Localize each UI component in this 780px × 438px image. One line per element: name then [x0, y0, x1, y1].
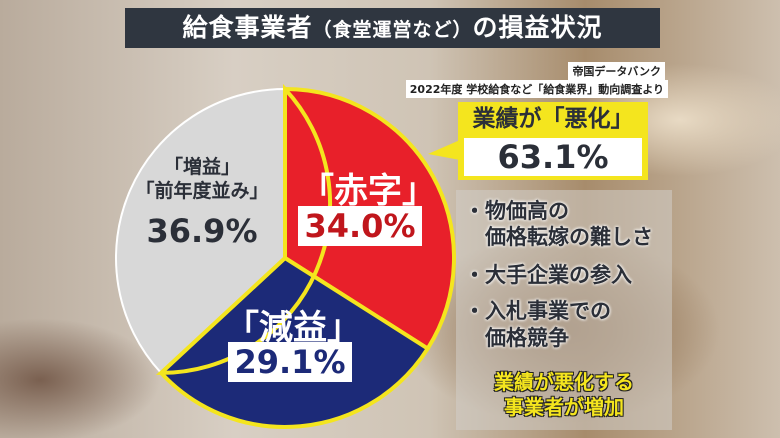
reason-line: ・物価高の: [464, 199, 569, 223]
slice-label-blue: 「減益」: [225, 308, 361, 348]
reason-line: 価格転嫁の難しさ: [464, 225, 653, 249]
reason-line: ・大手企業の参入: [464, 263, 632, 287]
page-title: 給食事業者（食堂運営など）の損益状況: [125, 8, 660, 48]
reason-line: ・入札事業での: [464, 299, 611, 323]
callout-heading: 業績が「悪化」: [472, 106, 634, 132]
source-label: 帝国データバンク: [568, 62, 665, 80]
highlight-outline: [155, 83, 333, 375]
callout-value: 63.1%: [464, 138, 642, 176]
callout-pointer: [428, 140, 460, 160]
reason-line: 価格競争: [464, 326, 569, 350]
survey-label: 2022年度 学校給食など「給食業界」動向調査より: [405, 80, 668, 98]
slice-value-blue: 29.1%: [225, 342, 355, 382]
slice-value-red: 34.0%: [295, 206, 425, 246]
callout-box: 業績が「悪化」 63.1%: [458, 102, 648, 180]
reasons-panel: ・物価高の 価格転嫁の難しさ ・大手企業の参入 ・入札事業での 価格競争 業績が…: [456, 190, 672, 430]
slice-value-gray: 36.9%: [146, 212, 258, 250]
slice-label-red: 「赤字」: [300, 171, 436, 211]
conclusion-line: 事業者が増加: [504, 395, 624, 419]
slice-label-gray: 「増益」 「前年度並み」: [135, 156, 269, 202]
pie-slice-2: [115, 87, 286, 375]
conclusion-line: 業績が悪化する: [494, 370, 634, 394]
